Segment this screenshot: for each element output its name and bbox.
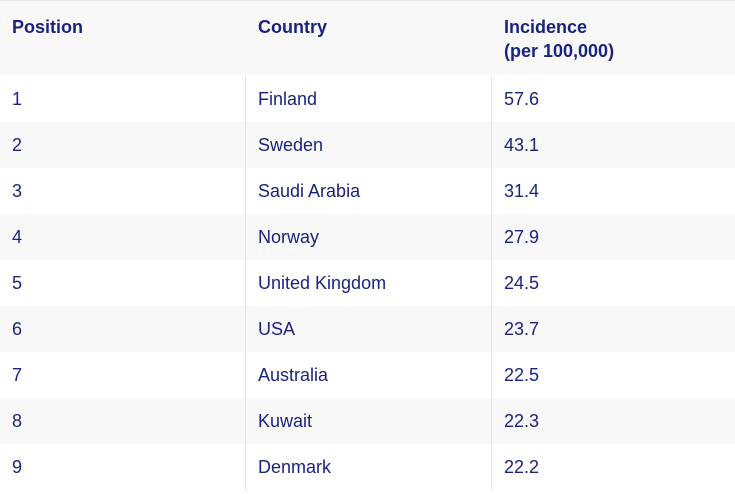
cell-country: Kuwait [245, 398, 491, 444]
cell-country: Australia [245, 352, 491, 398]
table-row: 4 Norway 27.9 [0, 214, 735, 260]
cell-incidence: 27.9 [491, 214, 735, 260]
table-row: 7 Australia 22.5 [0, 352, 735, 398]
table-top-border [0, 0, 735, 1]
table-row: 3 Saudi Arabia 31.4 [0, 168, 735, 214]
cell-position: 7 [12, 364, 23, 385]
header-position-label: Position [12, 17, 83, 37]
cell-position: 6 [12, 318, 23, 339]
table-row: 1 Finland 57.6 [0, 76, 735, 122]
cell-incidence: 57.6 [491, 76, 735, 122]
table-row: 2 Sweden 43.1 [0, 122, 735, 168]
cell-country: Finland [245, 76, 491, 122]
cell-incidence: 22.3 [491, 398, 735, 444]
cell-position: 9 [12, 456, 23, 477]
header-incidence-label: Incidence [504, 17, 588, 37]
cell-country: USA [245, 306, 491, 352]
table-header-row: Position Country Incidence (per 100,000) [0, 1, 735, 75]
cell-position: 4 [12, 226, 23, 247]
table-row: 9 Denmark 22.2 [0, 444, 735, 490]
cell-position: 5 [12, 272, 23, 293]
header-incidence-unit: (per 100,000) [504, 41, 615, 61]
cell-position: 2 [12, 134, 23, 155]
cell-incidence: 24.5 [491, 260, 735, 306]
cell-country: Denmark [245, 444, 491, 490]
table-row: 6 USA 23.7 [0, 306, 735, 352]
cell-incidence: 22.2 [491, 444, 735, 490]
cell-incidence: 22.5 [491, 352, 735, 398]
cell-position: 1 [12, 88, 23, 109]
cell-country: Norway [245, 214, 491, 260]
header-country: Country [245, 1, 491, 75]
cell-position: 3 [12, 180, 23, 201]
cell-position: 8 [12, 410, 23, 431]
cell-country: United Kingdom [245, 260, 491, 306]
cell-incidence: 43.1 [491, 122, 735, 168]
cell-incidence: 31.4 [491, 168, 735, 214]
cell-country: Sweden [245, 122, 491, 168]
cell-incidence: 23.7 [491, 306, 735, 352]
header-country-label: Country [258, 17, 327, 37]
header-position: Position [0, 1, 245, 75]
table-row: 5 United Kingdom 24.5 [0, 260, 735, 306]
table-row: 8 Kuwait 22.3 [0, 398, 735, 444]
header-incidence: Incidence (per 100,000) [491, 1, 735, 75]
cell-country: Saudi Arabia [245, 168, 491, 214]
